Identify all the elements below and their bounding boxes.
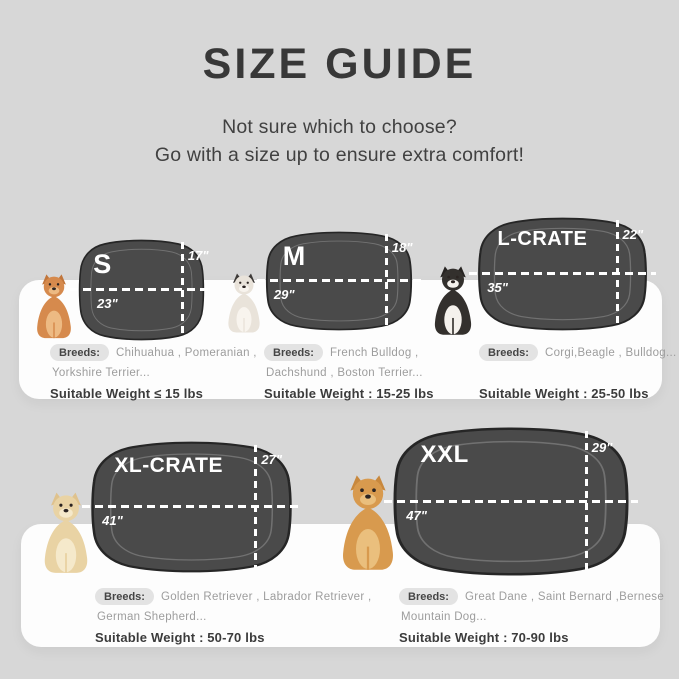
breeds-list-line2: Dachshund , Boston Terrier... bbox=[266, 367, 423, 379]
size-l-crate-info: Breeds: Corgi,Beagle , Bulldog... Suitab… bbox=[479, 342, 676, 401]
suitable-weight: Suitable Weight : 25-50 lbs bbox=[479, 386, 664, 401]
breeds-list-line1: Corgi,Beagle , Bulldog... bbox=[544, 346, 677, 359]
breeds-badge: Breeds: bbox=[50, 344, 109, 361]
breeds-list-line2: Yorkshire Terrier... bbox=[52, 367, 151, 379]
breeds-badge: Breeds: bbox=[95, 588, 154, 605]
depth-dimension: 18" bbox=[391, 239, 413, 255]
size-label: M bbox=[282, 240, 306, 271]
suitable-weight-label: Suitable Weight : bbox=[95, 630, 204, 645]
breeds-row: Breeds: Golden Retriever , Labrador Retr… bbox=[95, 586, 372, 607]
suitable-weight: Suitable Weight ≤ 15 lbs bbox=[50, 386, 250, 401]
suitable-weight: Suitable Weight : 70-90 lbs bbox=[399, 630, 657, 645]
suitable-weight-label: Suitable Weight : bbox=[399, 630, 508, 645]
size-s-info: Breeds: Chihuahua , Pomeranian , Yorkshi… bbox=[50, 342, 256, 401]
breeds-badge: Breeds: bbox=[479, 344, 538, 361]
suitable-weight-value: 50-70 lbs bbox=[207, 630, 265, 645]
header: SIZE GUIDE Not sure which to choose? Go … bbox=[0, 0, 679, 169]
dog-photo-border-collie bbox=[434, 266, 472, 335]
size-label: XXL bbox=[420, 441, 469, 469]
suitable-weight: Suitable Weight : 15-25 lbs bbox=[264, 386, 469, 401]
suitable-weight-label: Suitable Weight ≤ bbox=[50, 386, 162, 401]
width-dash-line bbox=[257, 279, 421, 282]
suitable-weight-label: Suitable Weight : bbox=[479, 386, 588, 401]
subtitle-line-1: Not sure which to choose? bbox=[222, 116, 457, 138]
bed-size-xl-crate: XL-CRATE 27" 41" bbox=[82, 441, 301, 573]
dog-photo-pomeranian bbox=[37, 274, 71, 339]
depth-dimension: 27" bbox=[261, 452, 283, 468]
subtitle-line-2: Go with a size up to ensure extra comfor… bbox=[154, 144, 525, 166]
size-m-info: Breeds: French Bulldog , Dachshund , Bos… bbox=[264, 342, 469, 401]
suitable-weight-value: 15 lbs bbox=[165, 386, 204, 401]
width-dimension: 35" bbox=[487, 280, 508, 295]
width-dash-line bbox=[469, 272, 656, 275]
size-xl-crate-info: Breeds: Golden Retriever , Labrador Retr… bbox=[95, 586, 372, 645]
width-dimension: 47" bbox=[406, 507, 427, 523]
breeds-list-line2: German Shepherd... bbox=[97, 611, 207, 623]
suitable-weight-label: Suitable Weight : bbox=[264, 386, 373, 401]
dog-photo-french-bulldog bbox=[228, 273, 260, 333]
suitable-weight-value: 70-90 lbs bbox=[511, 630, 569, 645]
depth-dimension: 22" bbox=[622, 226, 644, 242]
suitable-weight-value: 15-25 lbs bbox=[376, 386, 434, 401]
breeds-list-line1: Chihuahua , Pomeranian , bbox=[115, 346, 257, 359]
breeds-list-line1: Golden Retriever , Labrador Retriever , bbox=[160, 590, 372, 603]
depth-dimension: 17" bbox=[187, 248, 209, 263]
size-label: XL-CRATE bbox=[114, 453, 223, 477]
size-xxl-info: Breeds: Great Dane , Saint Bernard ,Bern… bbox=[399, 586, 664, 645]
bed-size-l-crate: L-CRATE 22" 35" bbox=[469, 217, 656, 331]
breeds-row: Breeds: French Bulldog , bbox=[264, 342, 469, 363]
bed-size-s: S 17" 23" bbox=[70, 239, 213, 341]
width-dimension: 41" bbox=[102, 513, 123, 528]
page-title: SIZE GUIDE bbox=[202, 40, 477, 88]
breeds-row: Breeds: Chihuahua , Pomeranian , bbox=[50, 342, 256, 363]
subtitle: Not sure which to choose? Go with a size… bbox=[0, 113, 679, 169]
width-dimension: 29" bbox=[273, 287, 295, 302]
breeds-list-line1: Great Dane , Saint Bernard ,Bernese bbox=[464, 590, 665, 603]
suitable-weight-value: 25-50 lbs bbox=[591, 386, 649, 401]
breeds-row: Breeds: Great Dane , Saint Bernard ,Bern… bbox=[399, 586, 664, 607]
breeds-list-line2 bbox=[481, 363, 664, 384]
breeds-badge: Breeds: bbox=[399, 588, 458, 605]
depth-dimension: 29" bbox=[591, 439, 613, 455]
bed-size-m: M 18" 29" bbox=[257, 231, 421, 331]
breeds-list-line2: Mountain Dog... bbox=[401, 611, 487, 623]
size-label: S bbox=[93, 249, 112, 279]
width-dash-line bbox=[70, 288, 213, 291]
width-dimension: 23" bbox=[97, 296, 118, 311]
width-dash-line bbox=[82, 505, 301, 508]
breeds-badge: Breeds: bbox=[264, 344, 323, 361]
dog-photo-labrador bbox=[44, 492, 88, 573]
width-dash-line bbox=[384, 499, 638, 503]
breeds-row: Breeds: Corgi,Beagle , Bulldog... bbox=[479, 342, 676, 363]
suitable-weight: Suitable Weight : 50-70 lbs bbox=[95, 630, 370, 645]
size-label: L-CRATE bbox=[497, 228, 588, 251]
dog-photo-golden-retriever bbox=[343, 475, 393, 570]
bed-size-xxl: XXL 29" 47" bbox=[384, 427, 638, 576]
breeds-list-line1: French Bulldog , bbox=[329, 346, 419, 359]
